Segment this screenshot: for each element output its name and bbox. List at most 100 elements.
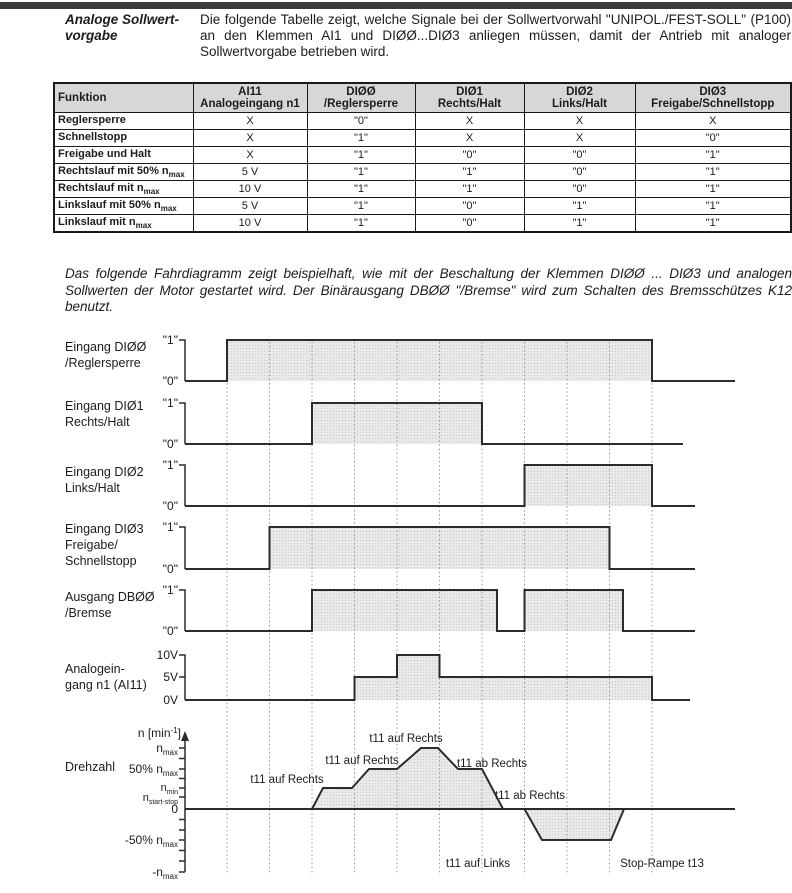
di00-high-label: "1"	[163, 333, 178, 347]
row-funktion: Rechtslauf mit 50% nmax	[53, 163, 194, 181]
row-funktion: Schnellstopp	[53, 129, 194, 147]
speed-unit-label: n [min-1]	[138, 726, 181, 740]
table-row: Linkslauf mit 50% nmax 5 V "1" "0" "1" "…	[53, 197, 792, 215]
analog-axis	[179, 654, 186, 700]
table-row: Linkslauf mit nmax 10 V "1" "0" "1" "1"	[53, 214, 792, 233]
section-heading-line2: vorgabe	[65, 28, 118, 43]
table-cell: "1"	[306, 197, 416, 215]
table-cell: "0"	[523, 146, 636, 164]
speed-label: Drehzahl	[65, 760, 115, 774]
analog-label-line1: Analogein-	[65, 662, 125, 676]
table-header-di01: DIØ1 Rechts/Halt	[414, 82, 525, 113]
speed-m50nmax-label: -50% nmax	[125, 833, 178, 849]
di00-label-line1: Eingang DIØØ	[65, 340, 147, 354]
signal-table: Funktion AI11 Analogeingang n1 DIØØ /Reg…	[53, 82, 792, 233]
analog-0v-label: 0V	[163, 693, 178, 707]
section-heading-line1: Analoge Sollwert-	[65, 12, 180, 27]
di03-low-label: "0"	[163, 562, 178, 576]
page-top-rule	[0, 2, 792, 9]
di03-label-line2: Freigabe/	[65, 538, 118, 552]
di02-axis	[179, 464, 186, 506]
table-cell: "1"	[306, 129, 416, 147]
row-funktion: Rechtslauf mit nmax	[53, 180, 194, 198]
speed-mnmax-label: -nmax	[152, 865, 178, 881]
table-cell: X	[523, 112, 636, 130]
di02-label-line2: Links/Halt	[65, 481, 120, 495]
speed-axis-arrow	[181, 731, 189, 741]
table-row: Reglersperre X "0" X X X	[53, 112, 792, 130]
table-cell: X	[634, 112, 792, 130]
di02-high-label: "1"	[163, 458, 178, 472]
table-cell: "0"	[523, 163, 636, 181]
table-cell: X	[414, 112, 525, 130]
table-cell: X	[192, 112, 308, 130]
table-cell: X	[414, 129, 525, 147]
table-cell: X	[192, 146, 308, 164]
di00-low-label: "0"	[163, 374, 178, 388]
di02-label-line1: Eingang DIØ2	[65, 465, 144, 479]
table-cell: "1"	[306, 163, 416, 181]
note-paragraph: Das folgende Fahrdiagramm zeigt beispiel…	[65, 266, 792, 314]
table-row: Rechtslauf mit 50% nmax 5 V "1" "1" "0" …	[53, 163, 792, 181]
analog-label-line2: gang n1 (AI11)	[65, 678, 147, 692]
table-header-ai11: AI11 Analogeingang n1	[192, 82, 308, 113]
table-cell: "1"	[634, 180, 792, 198]
di01-label-line2: Rechts/Halt	[65, 415, 130, 429]
db00-trace	[185, 589, 695, 632]
table-cell: X	[523, 129, 636, 147]
table-cell: "1"	[634, 163, 792, 181]
row-funktion: Linkslauf mit nmax	[53, 214, 194, 233]
speed-nmin-label: nmin	[161, 782, 179, 796]
table-row: Freigabe und Halt X "1" "0" "0" "1"	[53, 146, 792, 164]
di02-low-label: "0"	[163, 499, 178, 513]
speed-axis-labels: n [min-1] nmax 50% nmax nmin nstart-stop…	[125, 726, 181, 881]
level-labels: "1" "0" "1" "0" "1" "0" "1" "0" "1" "0" …	[157, 333, 178, 707]
di03-high-label: "1"	[163, 520, 178, 534]
speed-zero-label: 0	[171, 802, 178, 816]
table-cell: "1"	[414, 180, 525, 198]
table-row: Rechtslauf mit nmax 10 V "1" "1" "0" "1"	[53, 180, 792, 198]
table-cell: "0"	[306, 112, 416, 130]
ramp-annotation-3: t11 auf Rechts	[369, 733, 443, 745]
db00-high-fill-1	[312, 590, 497, 631]
di00-axis	[179, 339, 186, 381]
analog-trace	[185, 654, 690, 701]
timing-diagram: Eingang DIØØ /Reglersperre Eingang DIØ1 …	[65, 333, 735, 881]
waveform-traces	[185, 339, 735, 841]
table-cell: "1"	[523, 197, 636, 215]
di03-label-line1: Eingang DIØ3	[65, 522, 144, 536]
ramp-annotation-6: t11 auf Links	[446, 858, 511, 870]
di03-label-line3: Schnellstopp	[65, 554, 137, 568]
table-cell: 5 V	[192, 197, 308, 215]
table-cell: 10 V	[192, 214, 308, 233]
speed-50nmax-label: 50% nmax	[129, 762, 178, 778]
table-cell: "0"	[414, 214, 525, 233]
table-header-di03: DIØ3 Freigabe/Schnellstopp	[634, 82, 792, 113]
ramp-annotation-7: Stop-Rampe t13	[620, 858, 704, 870]
db00-low-label: "0"	[163, 624, 178, 638]
di01-low-label: "0"	[163, 437, 178, 451]
speed-curve	[185, 747, 735, 841]
di01-high-fill	[312, 403, 482, 444]
table-cell: "0"	[414, 197, 525, 215]
intro-paragraph: Die folgende Tabelle zeigt, welche Signa…	[200, 12, 791, 59]
axis-brackets	[179, 339, 189, 873]
analog-5v-label: 5V	[163, 670, 178, 684]
row-funktion: Linkslauf mit 50% nmax	[53, 197, 194, 215]
table-cell: "1"	[306, 214, 416, 233]
table-cell: "0"	[634, 129, 792, 147]
table-cell: "0"	[523, 180, 636, 198]
db00-axis	[179, 589, 186, 631]
speed-nstartstop-label: nstart-stop	[143, 792, 178, 806]
db00-high-label: "1"	[163, 583, 178, 597]
row-funktion: Freigabe und Halt	[53, 146, 194, 164]
ramp-annotation-5: t11 ab Rechts	[495, 790, 565, 802]
table-header-di02: DIØ2 Links/Halt	[523, 82, 636, 113]
db00-label-line2: /Bremse	[65, 606, 112, 620]
table-cell: "1"	[523, 214, 636, 233]
table-cell: "1"	[634, 197, 792, 215]
table-cell: "1"	[414, 163, 525, 181]
db00-high-fill-2	[524, 590, 623, 631]
table-row: Schnellstopp X "1" X X "0"	[53, 129, 792, 147]
